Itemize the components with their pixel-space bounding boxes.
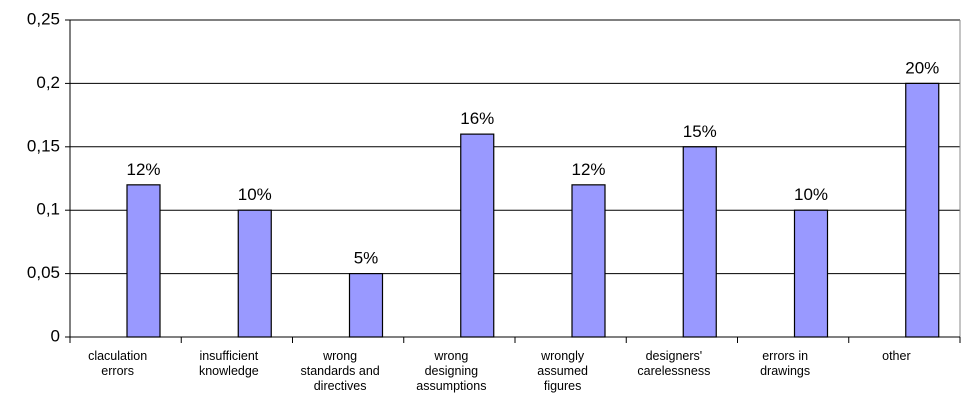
bar <box>682 146 717 338</box>
y-tick-label: 0,1 <box>36 200 60 219</box>
x-tick-label: wrong designing assumptions <box>416 349 486 393</box>
value-label: 12% <box>571 160 605 179</box>
x-tick-label: errors in drawings <box>760 349 810 378</box>
x-tick-label: claculation errors <box>88 349 147 378</box>
value-label: 5% <box>354 249 379 268</box>
bar <box>571 184 606 338</box>
value-label: 15% <box>683 122 717 141</box>
x-tick-label: insufficient knowledge <box>199 349 259 378</box>
y-tick-label: 0,05 <box>27 263 60 282</box>
x-tick-label: other <box>882 349 911 363</box>
y-tick-label: 0,2 <box>36 73 60 92</box>
bar <box>237 209 272 338</box>
x-tick-label: wrong standards and directives <box>301 349 380 393</box>
value-label: 12% <box>126 160 160 179</box>
x-tick-label: designers' carelessness <box>637 349 710 378</box>
value-label: 20% <box>905 58 939 77</box>
value-label: 10% <box>238 185 272 204</box>
bar <box>126 184 161 338</box>
bar <box>793 209 829 338</box>
bar <box>905 82 940 338</box>
bar <box>460 133 495 338</box>
bar <box>348 273 384 338</box>
x-tick-label: wrongly assumed figures <box>537 349 588 393</box>
y-tick-label: 0 <box>51 326 60 345</box>
y-tick-label: 0,15 <box>27 136 60 155</box>
y-tick-label: 0,25 <box>27 9 60 28</box>
value-label: 16% <box>460 109 494 128</box>
value-label: 10% <box>794 185 828 204</box>
